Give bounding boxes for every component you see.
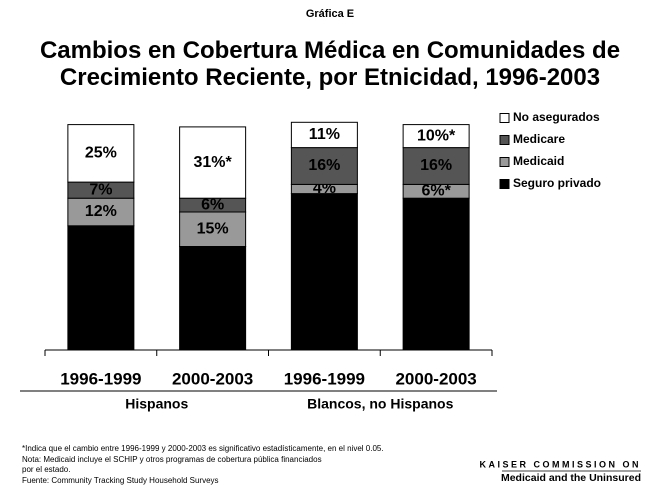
group-label: Hispanos bbox=[125, 396, 188, 412]
value-label: 16% bbox=[420, 157, 452, 174]
value-label: 16% bbox=[308, 157, 340, 174]
legend-label: Seguro privado bbox=[513, 176, 601, 190]
value-label: 12% bbox=[85, 203, 117, 220]
x-tick-label: 1996-1999 bbox=[284, 369, 365, 388]
value-label: 31%* bbox=[194, 154, 233, 171]
value-label: 66%* bbox=[417, 265, 456, 282]
logo-bottom: Medicaid and the Uninsured bbox=[501, 472, 641, 484]
bar-segment bbox=[67, 124, 135, 183]
value-label: 25% bbox=[85, 145, 117, 162]
legend-swatch bbox=[499, 157, 510, 167]
value-label: 6% bbox=[201, 196, 224, 213]
bar-segment bbox=[179, 211, 247, 247]
x-tick-label: 2000-2003 bbox=[395, 369, 476, 388]
legend-label: Medicaid bbox=[513, 154, 564, 168]
x-tick-label: 2000-2003 bbox=[172, 369, 253, 388]
value-label: 6%* bbox=[421, 183, 451, 200]
value-label: 54% bbox=[85, 279, 117, 296]
value-label: 15% bbox=[197, 220, 229, 237]
logo-top: KAISER COMMISSION ON bbox=[479, 459, 641, 469]
group-label: Blancos, no Hispanos bbox=[307, 396, 453, 412]
legend-swatch bbox=[499, 179, 510, 189]
legend-swatch bbox=[499, 113, 510, 123]
legend-swatch bbox=[499, 135, 510, 145]
value-label: 7% bbox=[89, 181, 112, 198]
bar-segment bbox=[290, 121, 358, 149]
value-label: 45%* bbox=[194, 289, 233, 306]
bar-segment bbox=[402, 197, 470, 351]
bar-segment bbox=[67, 197, 135, 227]
bar-segment bbox=[402, 124, 470, 149]
value-label: 10%* bbox=[417, 127, 456, 144]
bar-segment bbox=[290, 193, 358, 351]
x-tick-label: 1996-1999 bbox=[60, 369, 141, 388]
header: Gráfica E bbox=[306, 8, 354, 20]
legend-label: Medicare bbox=[513, 132, 565, 146]
bar-segment bbox=[179, 246, 247, 351]
note: por el estado. bbox=[22, 465, 70, 474]
value-label: 11% bbox=[309, 126, 340, 143]
note: *Indica que el cambio entre 1996-1999 y … bbox=[22, 444, 384, 453]
note: Fuente: Community Tracking Study Househo… bbox=[22, 476, 219, 485]
bar-segment bbox=[402, 147, 470, 185]
legend-label: No asegurados bbox=[513, 110, 600, 124]
note: Nota: Medicaid incluye el SCHIP y otros … bbox=[22, 455, 322, 464]
chart-title: Cambios en Cobertura Médica en Comunidad… bbox=[40, 37, 620, 91]
value-label: 68% bbox=[308, 263, 340, 280]
bar-segment bbox=[179, 126, 247, 199]
